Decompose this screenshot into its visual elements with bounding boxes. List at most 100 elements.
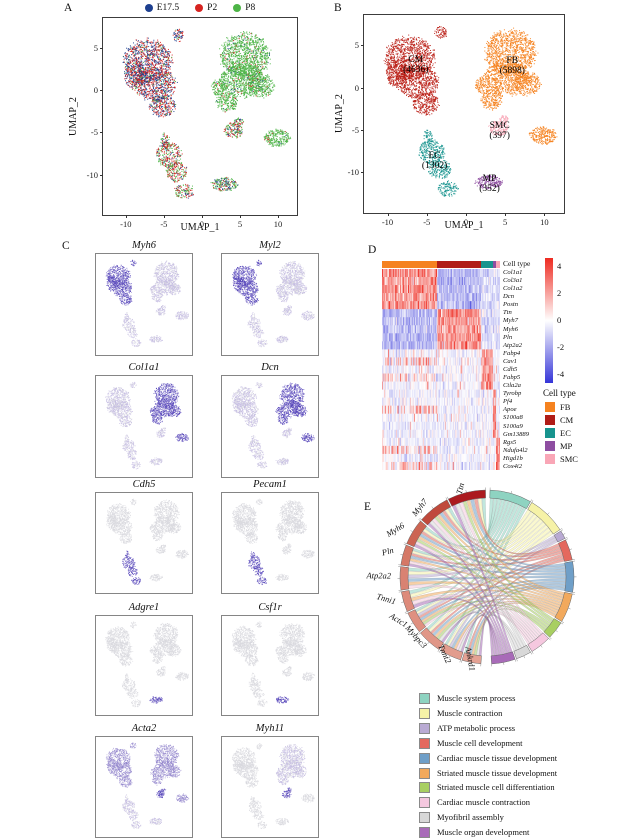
y-tick-mark (100, 48, 103, 50)
legend-item: E17.5 (144, 3, 179, 13)
sector-tick (547, 512, 550, 515)
annotation-segment-cm (437, 261, 482, 268)
sector-tick (446, 496, 449, 500)
sector-tick (560, 622, 564, 625)
gene-sector-tnnt2 (440, 643, 464, 661)
go-legend-label: Striated muscle cell differentiation (437, 782, 555, 793)
heatmap-gene-label: Gm13889 (503, 430, 530, 438)
cluster-name: MP (482, 174, 497, 185)
x-tick-label: -10 (120, 219, 132, 229)
celltype-legend-label: EC (560, 427, 571, 438)
feature-plot-dcn (221, 375, 319, 478)
celltype-legend-swatch-mp (545, 440, 555, 451)
go-legend-swatch (419, 752, 430, 764)
y-tick-mark (100, 132, 103, 134)
heatmap-gene-label: Cox4i2 (503, 462, 523, 470)
y-tick-label: -5 (351, 125, 359, 136)
sector-tick (418, 519, 421, 522)
heatmap-canvas (382, 269, 500, 470)
heatmap-gene-label: Ndufa4l2 (503, 446, 528, 454)
sector-tick (401, 601, 404, 603)
feature-canvas-pecam1 (222, 493, 318, 593)
go-legend-label: ATP metabolic process (437, 722, 516, 733)
feature-plot-cdh5 (95, 492, 193, 594)
sector-tick (540, 645, 543, 648)
sector-tick (445, 497, 448, 500)
x-tick-label: 0 (463, 217, 469, 227)
y-tick-label: 0 (354, 82, 359, 93)
sector-tick (516, 658, 518, 662)
sector-tick (569, 548, 573, 550)
gene-sector-myh6 (406, 520, 427, 548)
y-tick-mark (100, 174, 103, 176)
heatmap-gene-label: S100a9 (503, 422, 523, 430)
annotation-segment-ec (481, 261, 493, 268)
sector-tick (568, 607, 571, 610)
term-sector (564, 561, 575, 593)
sector-tick (404, 611, 408, 613)
sector-tick (549, 637, 552, 640)
x-tick-label: 10 (540, 217, 549, 227)
y-tick-mark (100, 90, 103, 92)
feature-title-col1a1: Col1a1 (128, 362, 160, 373)
gene-sector-tnni1 (401, 590, 415, 612)
sector-tick (448, 655, 451, 659)
heatmap-gene-label: Postn (503, 301, 519, 309)
heatmap-gene-label: Rgs5 (503, 438, 517, 446)
go-legend-swatch (419, 782, 430, 794)
x-tick-label: -5 (160, 219, 168, 229)
feature-canvas-myh11 (222, 737, 318, 837)
umap-a-ylabel: UMAP_2 (68, 97, 79, 136)
colorbar-tick-label: -2 (557, 342, 565, 352)
feature-plot-myh11 (221, 736, 319, 838)
x-tick-label: 5 (237, 219, 243, 229)
sector-tick (438, 650, 441, 653)
x-tick-label: 10 (273, 219, 283, 229)
sector-tick (403, 543, 407, 546)
sector-tick (531, 500, 534, 503)
colorbar-tick-label: 2 (557, 288, 562, 298)
go-legend-label: Muscle cell development (437, 737, 523, 748)
sector-tick (514, 659, 517, 662)
sector-tick (530, 652, 533, 655)
umap-b-xlabel: UMAP_1 (444, 220, 484, 231)
go-legend-swatch (419, 707, 430, 719)
sector-tick (405, 612, 408, 615)
umap-plot-b (363, 14, 565, 214)
x-tick-mark (239, 215, 241, 218)
sector-tick (562, 533, 566, 535)
x-tick-mark (163, 215, 165, 218)
celltype-legend-swatch-ec (545, 427, 555, 438)
heatmap-gene-label: Col1a2 (503, 285, 523, 293)
feature-title-myh6: Myh6 (132, 240, 156, 251)
heatmap-gene-label: Higd1b (503, 454, 523, 462)
go-legend-label: Muscle organ development (437, 827, 530, 838)
heatmap-gene-label: Cdh5 (503, 365, 518, 373)
sector-tick (410, 622, 414, 625)
sector-tick (560, 529, 564, 532)
celltype-legend-label: MP (560, 440, 573, 451)
legend-item: P2 (195, 3, 217, 13)
feature-plot-myl2 (221, 253, 319, 356)
go-legend-label: Cardiac muscle tissue development (437, 752, 558, 763)
x-tick-mark (125, 215, 127, 218)
x-tick-mark (426, 213, 428, 216)
colorbar-tick-label: 4 (557, 261, 562, 271)
heatmap-gene-label: S100a8 (503, 414, 523, 422)
term-sector (527, 502, 561, 535)
cluster-label-mp: MP (352) (479, 174, 500, 195)
sector-tick (510, 490, 512, 494)
cluster-name: FB (506, 56, 519, 67)
heatmap-gene-label: Ctla2a (503, 382, 521, 390)
celltype-legend-swatch-smc (545, 453, 555, 464)
sector-tick (465, 489, 467, 493)
heatmap-annotation-label: Cell type (503, 259, 531, 268)
feature-canvas-adgre1 (96, 616, 192, 715)
go-legend-swatch (419, 797, 430, 809)
feature-canvas-myh6 (96, 254, 192, 355)
annotation-segment-smc (496, 261, 500, 268)
feature-canvas-cdh5 (96, 493, 192, 593)
heatmap-celltype-annotation-bar (382, 261, 500, 268)
gene-sector-ttn (447, 489, 486, 507)
feature-canvas-csf1r (222, 616, 318, 715)
